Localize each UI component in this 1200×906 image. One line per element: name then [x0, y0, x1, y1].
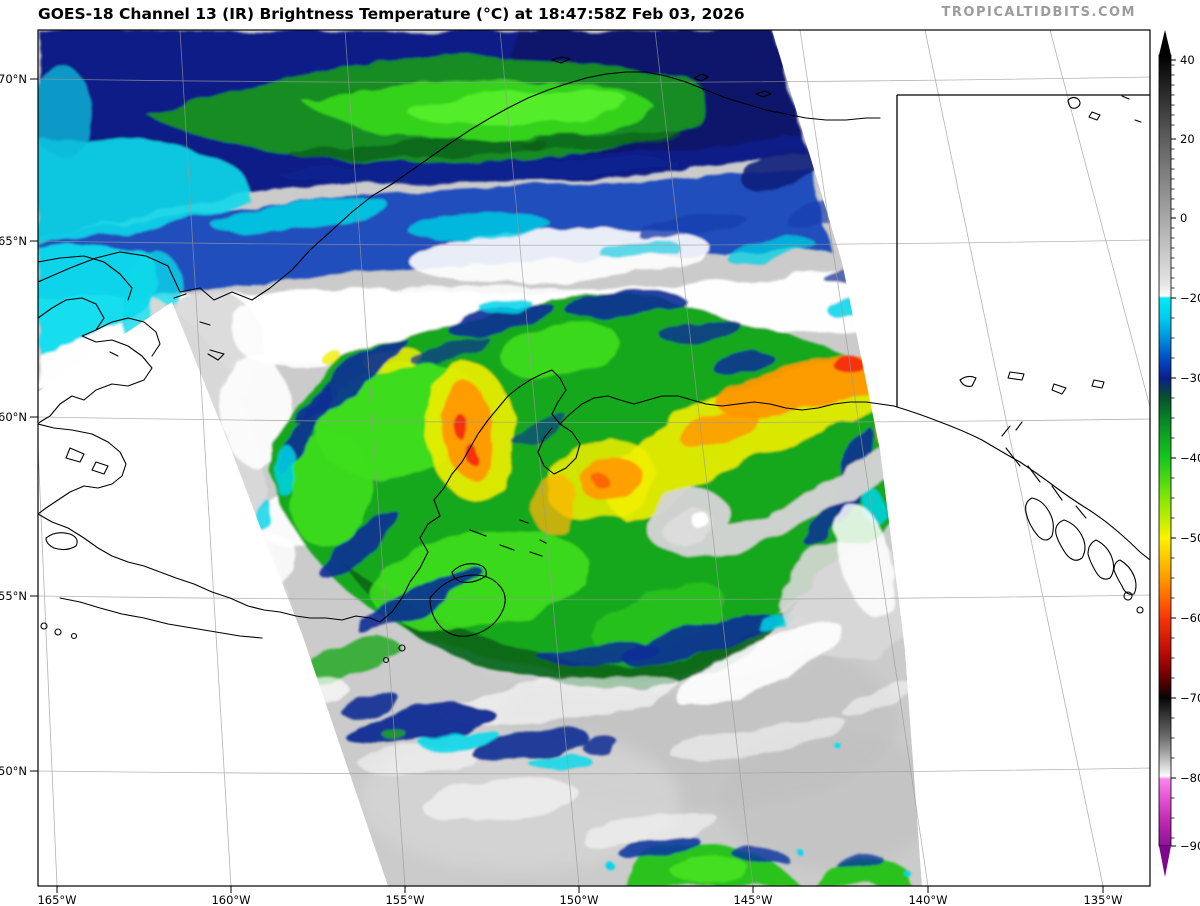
- colorbar-tick-label: −50: [1180, 531, 1200, 545]
- coastlines: [38, 56, 1150, 664]
- no-data-region-southwest: [38, 302, 388, 886]
- lat-tick-label: 60°N: [0, 410, 27, 424]
- figure-title: GOES-18 Channel 13 (IR) Brightness Tempe…: [38, 5, 745, 23]
- colorbar-tick-label: −70: [1180, 691, 1200, 705]
- lat-tick-marks: [30, 78, 38, 772]
- lat-tick-label: 55°N: [0, 589, 27, 603]
- gridlines: [38, 30, 1150, 886]
- cloud-field: [38, 30, 952, 886]
- colorbar-arrow-bottom: [1159, 846, 1171, 877]
- lon-tick-label: 140°W: [908, 893, 947, 906]
- colorbar-tick-label: 20: [1180, 132, 1195, 146]
- colorbar-minor-ticks: [1171, 64, 1175, 839]
- colorbar-tick-label: −20: [1180, 291, 1200, 305]
- lon-tick-label: 165°W: [37, 893, 76, 906]
- colorbar-tick-label: −30: [1180, 371, 1200, 385]
- colorbar-gradient: [1158, 54, 1172, 847]
- lon-tick-label: 155°W: [385, 893, 424, 906]
- colorbar-tick-label: 40: [1180, 53, 1195, 67]
- lon-tick-label: 135°W: [1083, 893, 1122, 906]
- map-frame: [37, 29, 1151, 887]
- colorbar-tick-label: −80: [1180, 771, 1200, 785]
- longitude-axis: 165°W 160°W 155°W 150°W 145°W 140°W 135°…: [37, 886, 1123, 906]
- lat-tick-label: 65°N: [0, 234, 27, 248]
- site-watermark: TROPICALTIDBITS.COM: [942, 5, 1136, 20]
- colorbar-tick-label: −40: [1180, 451, 1200, 465]
- lon-tick-label: 145°W: [733, 893, 772, 906]
- lon-tick-label: 150°W: [559, 893, 598, 906]
- lon-tick-marks: [56, 886, 1104, 893]
- colorbar-major-ticks: [1171, 59, 1176, 847]
- colorbar-arrow-top: [1159, 30, 1171, 55]
- colorbar: 40 20 0 −20 −30 −40 −50 −60 −70 −80 −90: [1158, 30, 1200, 877]
- lat-tick-label: 50°N: [0, 764, 27, 778]
- alaska-canada-border: [896, 94, 1150, 407]
- colorbar-tick-label: −60: [1180, 611, 1200, 625]
- lon-tick-label: 160°W: [211, 893, 250, 906]
- latitude-axis: 70°N 65°N 60°N 55°N 50°N: [0, 72, 38, 778]
- ir-imagery: [38, 30, 1150, 886]
- colorbar-tick-label: 0: [1180, 211, 1187, 225]
- lat-tick-label: 70°N: [0, 72, 27, 86]
- colorbar-tick-label: −90: [1180, 839, 1200, 853]
